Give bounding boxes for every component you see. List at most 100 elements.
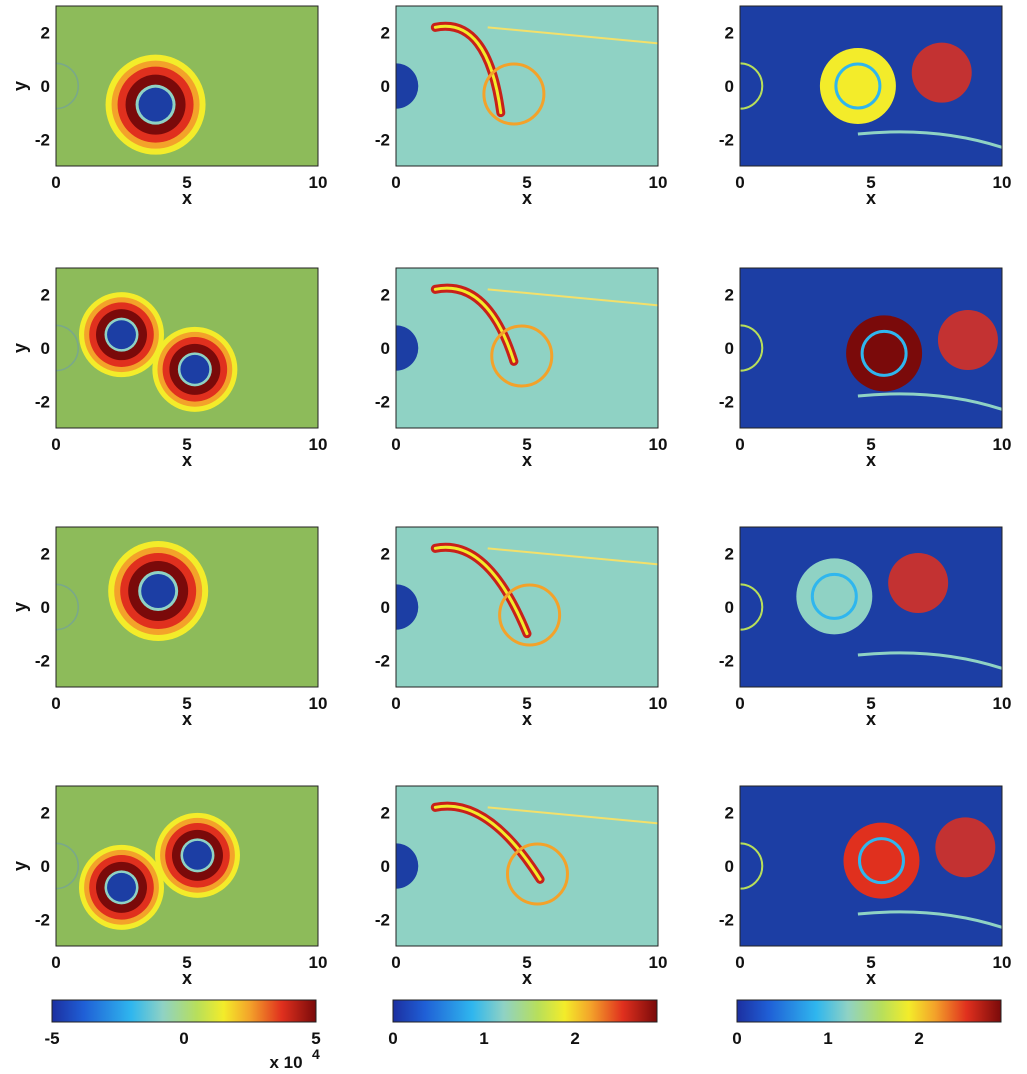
- x-tick-label: 0: [735, 173, 744, 192]
- y-tick-label: 0: [381, 598, 390, 617]
- y-tick-label: 0: [381, 339, 390, 358]
- swirl-ring: [810, 572, 858, 620]
- swirl-secondary: [888, 553, 949, 613]
- panel-background: [396, 527, 658, 687]
- x-tick-label: 0: [391, 173, 400, 192]
- panel-frame: [55, 785, 319, 947]
- streak-lower: [857, 130, 1002, 149]
- x-tick-label: 10: [309, 435, 328, 454]
- x-tick-label: 0: [391, 435, 400, 454]
- panel-frame: [55, 267, 319, 429]
- x-tick-label: 10: [309, 694, 328, 713]
- obstacle-outline: [56, 583, 80, 631]
- y-tick-label: 2: [381, 24, 390, 43]
- colorbar-gradient: [392, 999, 658, 1023]
- obstacle-outline: [56, 842, 80, 890]
- colorbar-exponent: 4: [312, 1046, 320, 1062]
- swirl-secondary: [911, 42, 972, 103]
- swirl-ring: [834, 62, 882, 110]
- x-axis-label: x: [866, 450, 876, 470]
- colorbar-2: 0 1 2: [388, 999, 658, 1048]
- filament-loop: [505, 842, 569, 906]
- colorbar-tick-label: 2: [570, 1029, 579, 1048]
- swirl-main: [819, 48, 896, 124]
- panel-r2-c2: 0 5 10 x 2 0 -2: [375, 267, 667, 470]
- x-axis-label: x: [522, 709, 532, 729]
- swirl-ring: [857, 837, 905, 885]
- x-axis-label: x: [182, 188, 192, 208]
- vortex-1-layer-6: [141, 574, 176, 608]
- panel-content: [396, 283, 658, 388]
- panel-frame: [739, 267, 1003, 429]
- y-tick-label: -2: [719, 130, 734, 149]
- y-tick-label: -2: [375, 651, 390, 670]
- x-tick-label: 5: [522, 953, 531, 972]
- y-tick-label: 0: [381, 857, 390, 876]
- x-tick-label: 10: [309, 173, 328, 192]
- x-tick-label: 0: [735, 694, 744, 713]
- obstacle-outline: [740, 324, 764, 372]
- panel-r4-c2: 0 5 10 x 2 0 -2: [375, 785, 667, 988]
- x-tick-label: 0: [735, 953, 744, 972]
- x-axis-label: x: [182, 450, 192, 470]
- filament-tail: [487, 26, 658, 45]
- obstacle-outline: [740, 842, 764, 890]
- vortex-1-layer-6: [107, 320, 136, 350]
- filament-edge: [433, 804, 542, 881]
- y-tick-label: 2: [41, 286, 50, 305]
- y-tick-label: 2: [725, 24, 734, 43]
- panel-frame: [55, 526, 319, 688]
- vortex-2-layer-6: [180, 354, 210, 384]
- y-tick-label: 2: [381, 545, 390, 564]
- obstacle-outline: [740, 62, 764, 110]
- swirl-secondary: [937, 310, 998, 370]
- x-tick-label: 0: [391, 694, 400, 713]
- y-axis-label: y: [10, 81, 30, 91]
- panel-content: [740, 817, 1002, 929]
- panel-r3-c2: 0 5 10 x 2 0 -2: [375, 526, 668, 729]
- x-axis-label: x: [182, 968, 192, 988]
- panel-frame: [739, 526, 1003, 688]
- panel-r1-c1: 0 5 10 x 2 0 -2 y: [10, 5, 328, 208]
- filament-tail: [487, 547, 658, 566]
- colorbar-multiplier: x 10: [269, 1053, 302, 1072]
- panel-content: [396, 21, 658, 126]
- x-axis-label: x: [522, 188, 532, 208]
- x-tick-label: 10: [649, 173, 668, 192]
- x-tick-label: 5: [182, 953, 191, 972]
- panel-frame: [395, 5, 659, 167]
- colorbar-gradient: [736, 999, 1002, 1023]
- colorbar-tick-label: -5: [44, 1029, 59, 1048]
- y-tick-label: 0: [41, 339, 50, 358]
- x-tick-label: 10: [649, 694, 668, 713]
- x-tick-label: 5: [522, 435, 531, 454]
- colorbars: -5 0 5 x 10 4 0 1 2 0 1 2: [44, 999, 1002, 1072]
- x-axis-label: x: [522, 968, 532, 988]
- panel-r3-c1: 0 5 10 x 2 0 -2 y: [10, 526, 328, 729]
- swirl-main: [796, 558, 873, 635]
- y-tick-label: 2: [381, 286, 390, 305]
- panel-content: [740, 310, 1002, 411]
- swirl-main: [846, 315, 923, 392]
- y-axis-label: y: [10, 602, 30, 612]
- panel-content: [56, 292, 238, 412]
- filament-loop: [482, 62, 546, 126]
- y-tick-label: 0: [381, 77, 390, 96]
- filament-loop: [498, 583, 562, 647]
- streak-lower: [857, 651, 1002, 670]
- x-tick-label: 0: [51, 694, 60, 713]
- filament-edge: [433, 24, 503, 115]
- y-tick-label: -2: [35, 130, 50, 149]
- panel-frame: [739, 785, 1003, 947]
- x-axis-label: x: [866, 709, 876, 729]
- colorbar-tick-label: 2: [914, 1029, 923, 1048]
- panel-content: [56, 54, 206, 155]
- panel-background: [396, 6, 658, 166]
- colorbar-tick-label: 1: [823, 1029, 832, 1048]
- x-tick-label: 5: [182, 435, 191, 454]
- x-tick-label: 10: [993, 694, 1012, 713]
- streak-lower: [857, 910, 1002, 929]
- panel-frame: [395, 785, 659, 947]
- y-tick-label: 0: [41, 598, 50, 617]
- x-tick-label: 10: [993, 435, 1012, 454]
